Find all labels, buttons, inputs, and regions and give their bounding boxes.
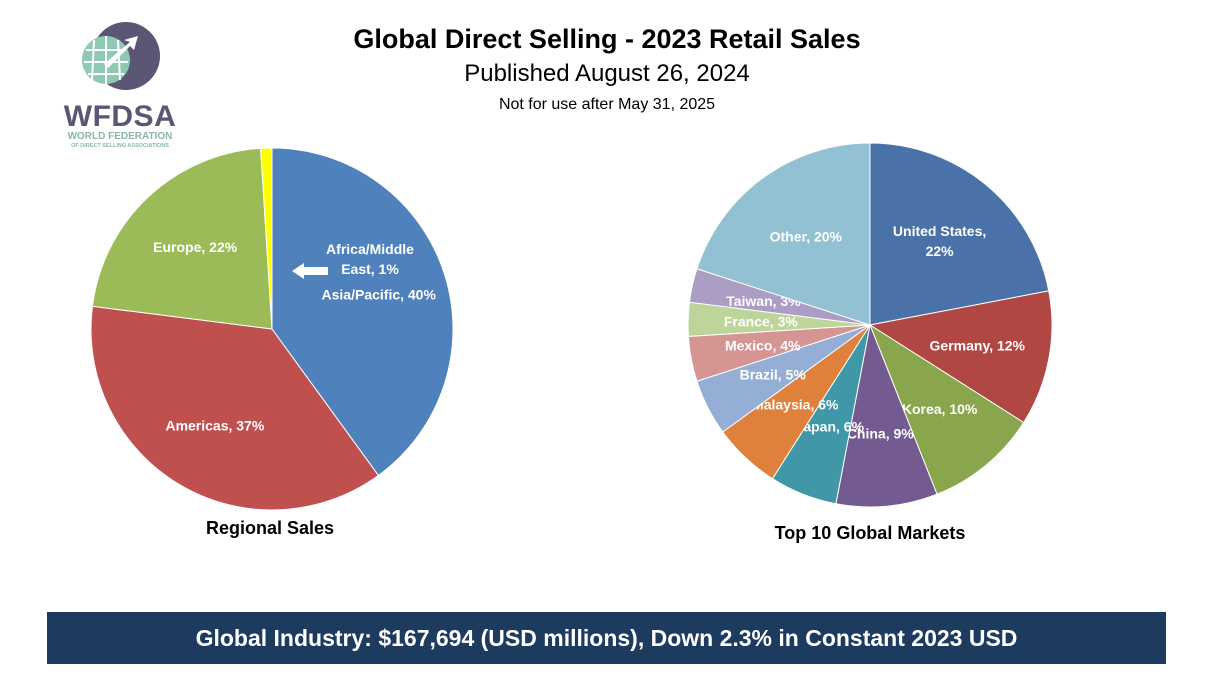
pie-slice-united-states [869,142,1050,326]
usage-note: Not for use after May 31, 2025 [498,96,716,113]
slice-label-brazil: Brazil, 5% [740,367,807,383]
slice-label-other: Other, 20% [770,229,843,245]
slice-label-europe: Europe, 22% [153,239,238,255]
pie-slice-china [835,323,938,508]
pie-slice-europe [91,147,273,330]
industry-summary-banner: Global Industry: $167,694 (USD millions)… [47,612,1166,664]
slice-label-china: China, 9% [847,426,914,442]
wfdsa-logo: WFDSA WORLD FEDERATION OF DIRECT SELLING… [50,20,190,149]
slice-label-americas: Americas, 37% [165,418,264,434]
logo-wordmark: WFDSA [63,100,177,133]
markets-chart-title: Top 10 Global Markets [774,523,966,543]
pie-slice-korea [868,323,1025,495]
slice-label-france: France, 3% [724,314,798,330]
slice-label-korea: Korea, 10% [902,401,978,417]
page-title: Global Direct Selling - 2023 Retail Sale… [353,24,861,54]
top-markets-pie-chart: United States, 22% Germany, 12% Korea, 10% C… [687,142,1053,508]
regional-chart-title: Regional Sales [205,518,335,538]
callout-arrow-icon [292,263,328,279]
logo-subtitle-small: OF DIRECT SELLING ASSOCIATIONS [71,143,169,149]
pie-slice-americas [90,305,380,511]
slice-label-japan: Japan, 6% [796,419,865,435]
slice-label-taiwan: Taiwan, 3% [726,293,801,309]
pie-slice-asia-pacific [271,147,454,477]
regional-sales-pie-chart: Asia/Pacific, 40% Americas, 37% Europe, 22… [90,147,454,511]
logo-subtitle: WORLD FEDERATION [67,131,173,142]
pie-slice-africa-middle-east [260,147,273,330]
slice-label-mexico: Mexico, 4% [725,337,801,353]
slice-label-malaysia: Malaysia, 6% [752,397,839,413]
slice-label-asia-pacific: Asia/Pacific, 40% [322,286,437,302]
slice-label-united-states: United States, 22% [893,223,986,259]
pie-slice-other [696,142,871,326]
slice-label-africa-middle-east: Africa/Middle East, 1% [326,241,414,277]
pie-slice-germany [868,290,1053,424]
slice-label-germany: Germany, 12% [930,337,1026,353]
globe-logo-icon [82,22,160,90]
page-subtitle: Published August 26, 2024 [464,60,750,87]
